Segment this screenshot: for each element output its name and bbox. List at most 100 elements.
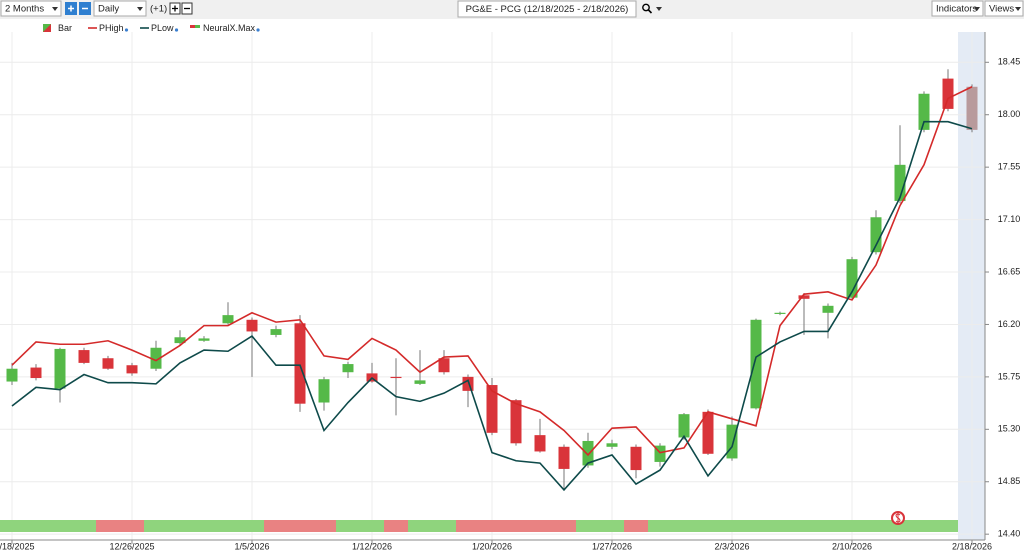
candle-body (606, 443, 618, 447)
candle-body (654, 445, 666, 462)
signal-segment (216, 520, 240, 532)
indicators-button[interactable] (931, 0, 984, 17)
signal-segment (648, 520, 672, 532)
legend-swatch (195, 25, 200, 28)
signal-segment (432, 520, 456, 532)
candle-body (246, 319, 258, 332)
signal-segment (456, 520, 480, 532)
candle-body (174, 337, 186, 344)
signal-segment (816, 520, 840, 532)
signal-segment (240, 520, 264, 532)
signal-segment (408, 520, 432, 532)
candle-body (510, 400, 522, 444)
signal-segment (744, 520, 768, 532)
signal-segment (672, 520, 696, 532)
x-tick-label: 1/27/2026 (592, 541, 632, 551)
candle-body (270, 329, 282, 335)
signal-segment (168, 520, 192, 532)
signal-segment (384, 520, 408, 532)
candle-body (918, 93, 930, 130)
symbol-box[interactable] (457, 0, 637, 18)
legend-label: PLow (151, 23, 174, 33)
candle-body (438, 358, 450, 373)
signal-segment (504, 520, 528, 532)
y-tick-label: 17.55 (998, 162, 1021, 172)
candle-body (102, 358, 114, 369)
candle-body (726, 424, 738, 459)
legend-dot (256, 28, 260, 32)
candle-body (78, 350, 90, 363)
signal-segment (576, 520, 600, 532)
x-tick-label: 2/3/2026 (714, 541, 749, 551)
x-tick-label: 12/26/2025 (109, 541, 154, 551)
candle-body (414, 380, 426, 384)
candle-body (822, 305, 834, 313)
signal-segment (792, 520, 816, 532)
indicator-line (11, 86, 973, 457)
candle-body (486, 385, 498, 433)
candle-body (6, 368, 18, 382)
candle-body (678, 414, 690, 438)
indicators-label: Indicators (936, 4, 977, 15)
signal-segment (768, 520, 792, 532)
views-label: Views (989, 4, 1014, 15)
signal-icon-glyph (895, 513, 901, 523)
signal-segment (48, 520, 72, 532)
candle-body (774, 312, 786, 314)
candle-body (870, 217, 882, 253)
candle-body (126, 365, 138, 374)
range-label: 2 Months (5, 4, 44, 15)
candle-body (390, 376, 402, 379)
signal-segment (840, 520, 864, 532)
y-tick-label: 18.45 (998, 57, 1021, 67)
signal-segment (528, 520, 552, 532)
signal-segment (312, 520, 336, 532)
candle-body (798, 295, 810, 299)
signal-segment (72, 520, 96, 532)
signal-segment (192, 520, 216, 532)
signal-segment (936, 520, 958, 532)
x-tick-label: 12/18/2025 (0, 541, 35, 551)
candle-body (54, 348, 66, 389)
candle-body (702, 411, 714, 454)
views-button[interactable] (984, 0, 1024, 17)
candle-body (558, 446, 570, 469)
candle-body (150, 347, 162, 369)
legend-label: NeuralX.Max (203, 23, 256, 33)
y-tick-label: 15.30 (998, 424, 1021, 434)
candle-body (30, 367, 42, 379)
signal-segment (864, 520, 888, 532)
candle-body (294, 323, 306, 404)
signal-segment (24, 520, 48, 532)
y-tick-label: 14.85 (998, 476, 1021, 486)
x-tick-label: 2/18/2026 (952, 541, 992, 551)
candle-body (582, 440, 594, 466)
signal-segment (120, 520, 144, 532)
x-tick-label: 2/10/2026 (832, 541, 872, 551)
interval-dropdown[interactable] (93, 0, 147, 17)
legend-swatch (190, 25, 195, 28)
x-tick-label: 1/12/2026 (352, 541, 392, 551)
signal-segment (144, 520, 168, 532)
candle-body (222, 315, 234, 324)
signal-segment (912, 520, 936, 532)
search-icon[interactable] (642, 3, 650, 12)
legend-label: Bar (58, 23, 72, 33)
candle-body (534, 435, 546, 452)
range-dropdown[interactable] (0, 0, 62, 17)
signal-segment (600, 520, 624, 532)
candle-body (630, 446, 642, 471)
signal-segment (696, 520, 720, 532)
signal-segment (360, 520, 384, 532)
y-tick-label: 15.75 (998, 371, 1021, 381)
symbol-label: PG&E - PCG (12/18/2025 - 2/18/2026) (466, 4, 629, 15)
legend-dot (124, 28, 129, 32)
signal-segment (0, 520, 24, 532)
signal-segment (624, 520, 648, 532)
candle-body (750, 319, 762, 409)
y-tick-label: 17.10 (998, 214, 1021, 224)
y-tick-label: 16.20 (998, 319, 1021, 329)
legend-swatch (43, 24, 51, 32)
